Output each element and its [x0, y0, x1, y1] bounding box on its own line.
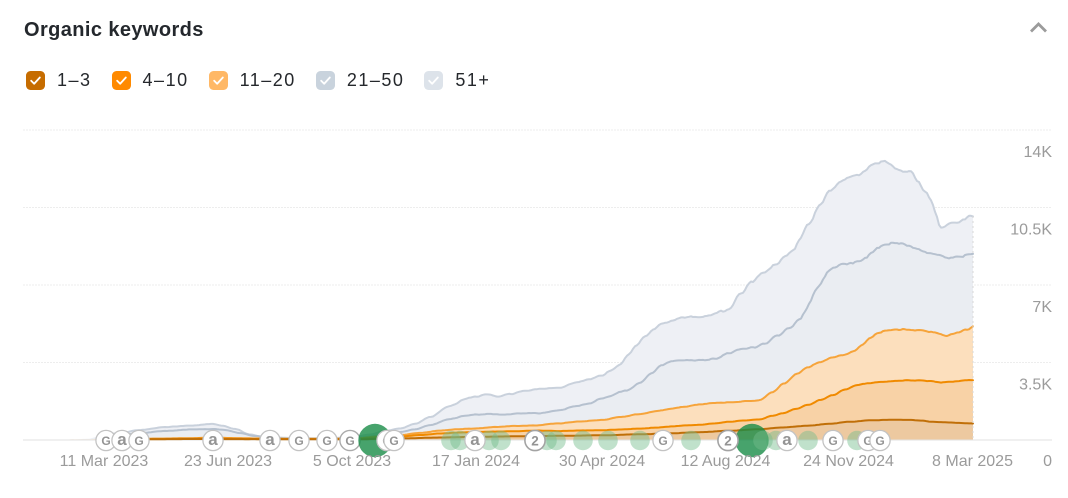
svg-text:11 Mar 2023: 11 Mar 2023 [60, 453, 149, 470]
svg-text:G: G [345, 434, 354, 448]
svg-text:G: G [294, 434, 303, 448]
svg-text:G: G [863, 434, 872, 448]
svg-text:17 Jan 2024: 17 Jan 2024 [432, 453, 520, 470]
svg-text:a: a [208, 430, 218, 449]
svg-text:a: a [117, 430, 127, 449]
svg-text:a: a [470, 430, 480, 449]
svg-text:G: G [389, 434, 398, 448]
svg-text:a: a [265, 430, 275, 449]
svg-text:0: 0 [1043, 453, 1052, 470]
svg-text:G: G [134, 434, 143, 448]
svg-text:24 Nov 2024: 24 Nov 2024 [803, 453, 894, 470]
svg-text:3.5K: 3.5K [1019, 377, 1052, 394]
svg-text:8 Mar 2025: 8 Mar 2025 [932, 453, 1013, 470]
svg-text:2: 2 [531, 433, 539, 448]
svg-text:5 Oct 2023: 5 Oct 2023 [313, 453, 391, 470]
svg-text:23 Jun 2023: 23 Jun 2023 [184, 453, 272, 470]
svg-text:G: G [658, 434, 667, 448]
svg-text:12 Aug 2024: 12 Aug 2024 [681, 453, 771, 470]
svg-text:G: G [875, 434, 884, 448]
svg-text:30 Apr 2024: 30 Apr 2024 [559, 453, 645, 470]
svg-text:14K: 14K [1024, 144, 1053, 161]
svg-text:7K: 7K [1032, 299, 1052, 316]
svg-text:2: 2 [724, 433, 732, 448]
svg-text:G: G [828, 434, 837, 448]
svg-text:a: a [782, 430, 792, 449]
svg-text:10.5K: 10.5K [1010, 222, 1052, 239]
svg-text:G: G [322, 434, 331, 448]
svg-text:G: G [101, 434, 110, 448]
